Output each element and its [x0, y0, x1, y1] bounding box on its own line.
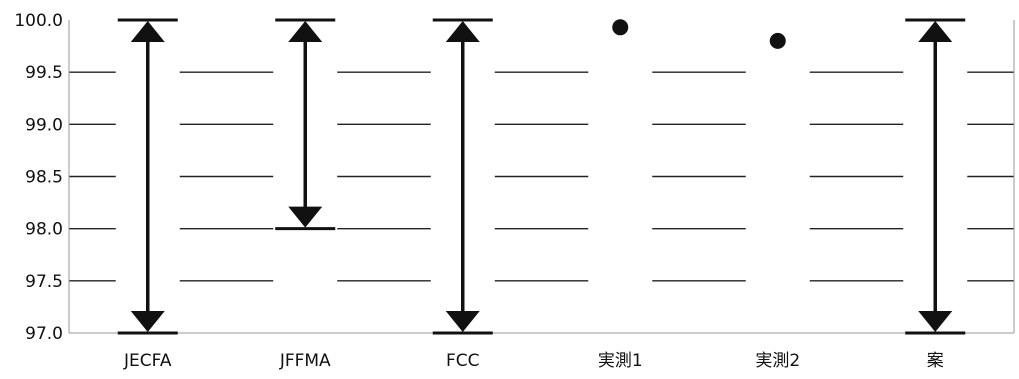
- range-arrow-head-bottom: [918, 311, 953, 332]
- range-arrow-head-top: [918, 21, 953, 42]
- range-mark: [275, 18, 336, 231]
- range-mark: [432, 18, 493, 335]
- data-point: [769, 32, 786, 49]
- x-category-label: JFFMA: [279, 351, 331, 371]
- x-category-label: JECFA: [123, 351, 172, 371]
- range-arrow-head-top: [130, 21, 165, 42]
- x-category-label: 案: [927, 351, 944, 371]
- x-category-label: 実測2: [755, 351, 800, 371]
- y-tick-label: 97.0: [25, 324, 63, 344]
- x-axis-category-labels: JECFA JFFMA FCC 実測1 実測2 案: [123, 351, 944, 371]
- y-axis-tick-labels: 100.0 99.5 99.0 98.5 98.0 97.5 97.0: [14, 11, 63, 344]
- range-mark: [117, 18, 178, 335]
- x-category-label: 実測1: [598, 351, 643, 371]
- y-tick-label: 98.5: [25, 168, 63, 188]
- range-arrow-head-bottom: [445, 311, 480, 332]
- range-mark: [905, 18, 966, 335]
- plot-frame: [68, 20, 1015, 334]
- y-tick-label: 97.5: [25, 272, 63, 292]
- x-category-label: FCC: [446, 351, 480, 371]
- data-point: [612, 19, 629, 36]
- y-tick-label: 98.0: [25, 220, 63, 240]
- gridlines: [69, 71, 1014, 282]
- y-tick-label: 100.0: [14, 11, 63, 31]
- range-arrow-head-bottom: [130, 311, 165, 332]
- range-arrow-head-top: [288, 21, 323, 42]
- chart-marks: [117, 18, 966, 335]
- y-tick-label: 99.5: [25, 63, 63, 83]
- range-arrow-head-bottom: [288, 206, 323, 228]
- range-arrow-head-top: [445, 21, 480, 42]
- y-tick-label: 99.0: [25, 115, 63, 135]
